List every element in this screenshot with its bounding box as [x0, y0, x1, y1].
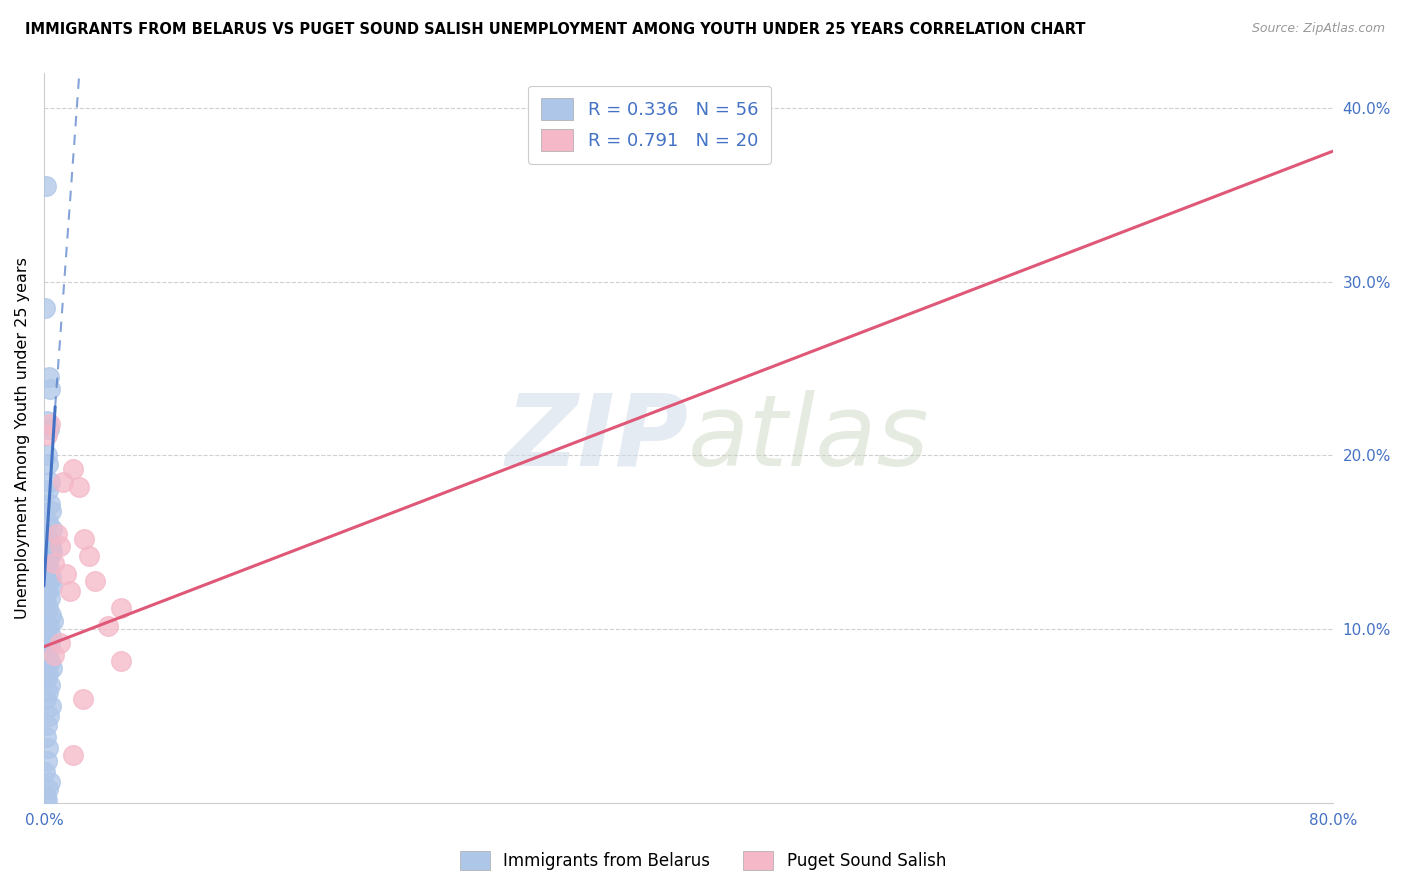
Text: atlas: atlas: [689, 390, 929, 487]
Point: [38, 417, 60, 432]
Point: [39, 608, 62, 623]
Point: [42, 556, 65, 570]
Point: [41, 544, 63, 558]
Point: [110, 601, 132, 615]
Point: [49, 636, 72, 650]
Point: [35, 730, 58, 744]
Text: IMMIGRANTS FROM BELARUS VS PUGET SOUND SALISH UNEMPLOYMENT AMONG YOUTH UNDER 25 : IMMIGRANTS FROM BELARUS VS PUGET SOUND S…: [25, 22, 1085, 37]
Point: [38, 497, 60, 511]
Point: [37, 515, 59, 529]
Point: [37, 584, 59, 599]
Point: [35, 449, 58, 463]
Point: [38, 535, 60, 549]
Point: [38, 370, 60, 384]
Point: [35, 755, 58, 769]
Point: [41, 521, 63, 535]
Point: [97, 619, 120, 633]
Point: [52, 475, 75, 489]
Point: [35, 526, 58, 541]
Point: [39, 654, 62, 668]
Point: [37, 483, 59, 498]
Point: [37, 623, 59, 637]
Point: [38, 619, 60, 633]
Point: [39, 504, 62, 518]
Point: [67, 480, 90, 494]
Point: [72, 692, 94, 706]
Point: [39, 539, 62, 553]
Point: [39, 549, 62, 564]
Point: [37, 566, 59, 581]
Point: [39, 591, 62, 605]
Point: [84, 574, 107, 588]
Point: [77, 549, 100, 564]
Text: ZIP: ZIP: [505, 390, 689, 487]
Point: [39, 629, 62, 643]
Point: [37, 553, 59, 567]
Point: [38, 574, 60, 588]
Point: [35, 179, 58, 194]
Point: [35, 648, 58, 663]
Y-axis label: Unemployment Among Youth under 25 years: Unemployment Among Youth under 25 years: [15, 257, 30, 619]
Point: [39, 570, 62, 584]
Point: [49, 539, 72, 553]
Legend: R = 0.336   N = 56, R = 0.791   N = 20: R = 0.336 N = 56, R = 0.791 N = 20: [529, 86, 770, 164]
Point: [62, 747, 84, 762]
Point: [38, 775, 60, 789]
Point: [38, 709, 60, 723]
Point: [73, 532, 96, 546]
Point: [37, 643, 59, 657]
Point: [37, 665, 59, 680]
Point: [37, 414, 59, 428]
Point: [34, 764, 56, 779]
Text: Source: ZipAtlas.com: Source: ZipAtlas.com: [1251, 22, 1385, 36]
Point: [37, 601, 59, 615]
Point: [35, 692, 58, 706]
Legend: Immigrants from Belarus, Puget Sound Salish: Immigrants from Belarus, Puget Sound Sal…: [453, 844, 953, 877]
Point: [39, 475, 62, 489]
Point: [39, 698, 62, 713]
Point: [35, 789, 58, 804]
Point: [37, 685, 59, 699]
Point: [35, 596, 58, 610]
Point: [37, 427, 59, 442]
Point: [37, 718, 59, 732]
Point: [42, 648, 65, 663]
Point: [110, 654, 132, 668]
Point: [38, 678, 60, 692]
Point: [41, 660, 63, 674]
Point: [37, 782, 59, 797]
Point: [62, 462, 84, 476]
Point: [35, 671, 58, 685]
Point: [42, 614, 65, 628]
Point: [39, 383, 62, 397]
Point: [38, 636, 60, 650]
Point: [38, 422, 60, 436]
Point: [38, 561, 60, 575]
Point: [37, 740, 59, 755]
Point: [41, 579, 63, 593]
Point: [59, 584, 82, 599]
Point: [34, 301, 56, 315]
Point: [55, 566, 77, 581]
Point: [37, 793, 59, 807]
Point: [37, 457, 59, 471]
Point: [35, 556, 58, 570]
Point: [45, 526, 67, 541]
